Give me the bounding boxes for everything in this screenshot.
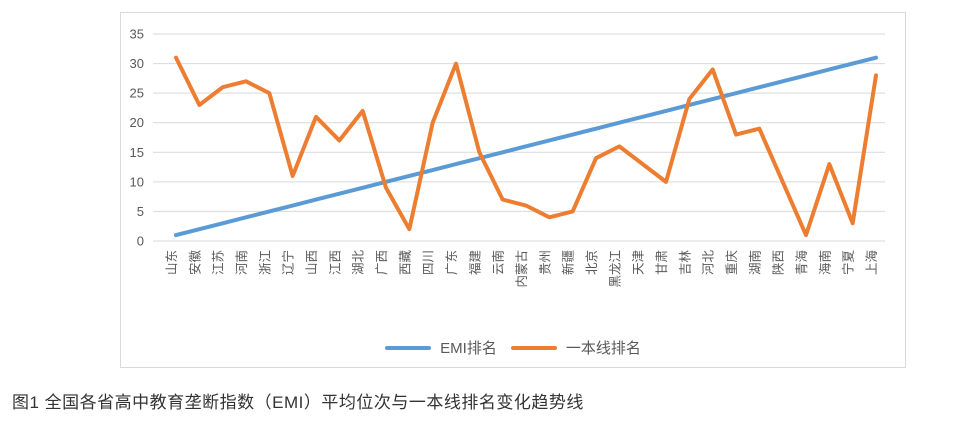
x-category-label: 重庆 xyxy=(724,250,739,276)
x-category-label: 内蒙古 xyxy=(514,250,529,288)
x-category-label: 北京 xyxy=(585,250,599,275)
y-tick-label: 20 xyxy=(130,115,144,130)
legend-item-yiben: 一本线排名 xyxy=(510,337,641,358)
x-category-label: 四川 xyxy=(422,250,436,275)
yiben-line-swatch xyxy=(510,345,557,350)
y-tick-label: 0 xyxy=(137,234,144,249)
x-category-label: 宁夏 xyxy=(841,250,856,276)
yiben-legend-label: 一本线排名 xyxy=(565,340,641,357)
x-category-label: 河北 xyxy=(702,250,716,276)
x-category-label: 贵州 xyxy=(538,250,552,275)
x-category-label: 新疆 xyxy=(561,250,576,275)
x-category-label: 西藏 xyxy=(398,250,412,276)
x-category-label: 辽宁 xyxy=(281,250,296,275)
emi-line-swatch xyxy=(385,345,432,350)
emi-legend-label: EMI排名 xyxy=(440,340,497,357)
x-category-label: 广西 xyxy=(375,250,389,275)
x-category-label: 山西 xyxy=(305,250,319,275)
x-category-label: 山东 xyxy=(165,250,179,275)
x-category-label: 江苏 xyxy=(211,250,226,275)
x-category-label: 河南 xyxy=(234,250,249,275)
x-category-label: 湖北 xyxy=(351,250,366,276)
y-tick-label: 5 xyxy=(137,204,144,219)
emi-rank-line xyxy=(174,55,878,238)
x-category-label: 云南 xyxy=(491,250,506,275)
x-category-label: 上海 xyxy=(864,250,879,276)
y-tick-label: 35 xyxy=(130,27,144,42)
y-tick-label: 15 xyxy=(130,145,144,160)
x-category-label: 江西 xyxy=(328,250,342,275)
x-category-label: 甘肃 xyxy=(655,250,669,275)
y-tick-label: 30 xyxy=(130,56,144,71)
yiben-rank-line xyxy=(174,55,878,238)
y-tick-label: 10 xyxy=(130,174,144,189)
x-category-label: 青海 xyxy=(794,250,809,276)
x-category-label: 陕西 xyxy=(771,250,786,275)
legend-item-emi: EMI排名 xyxy=(385,337,497,358)
x-category-label: 广东 xyxy=(445,250,459,275)
x-category-label: 吉林 xyxy=(678,250,692,276)
y-tick-label: 25 xyxy=(130,86,144,101)
x-category-label: 浙江 xyxy=(257,250,272,275)
x-category-label: 福建 xyxy=(467,250,482,276)
x-category-label: 海南 xyxy=(817,250,832,275)
x-category-label: 天津 xyxy=(632,250,646,275)
x-category-label: 湖南 xyxy=(747,250,762,275)
chart-plot-area: 0 5 10 15 20 25 30 35 山东 安徽 江苏 河南 浙江 辽宁 山西 江西 湖北 广西 西藏 四川 广东… xyxy=(130,27,885,288)
figure-caption: 图1 全国各省高中教育垄断指数（EMI）平均位次与一本线排名变化趋势线 xyxy=(12,393,584,412)
x-category-label: 黑龙江 xyxy=(608,250,622,288)
chart-frame: 0 5 10 15 20 25 30 35 山东 安徽 江苏 河南 浙江 辽宁 山西 江西 湖北 广西 西藏 四川 广东… xyxy=(120,12,906,368)
chart-legend: EMI排名 一本线排名 xyxy=(121,337,905,358)
x-category-label: 安徽 xyxy=(187,250,202,276)
